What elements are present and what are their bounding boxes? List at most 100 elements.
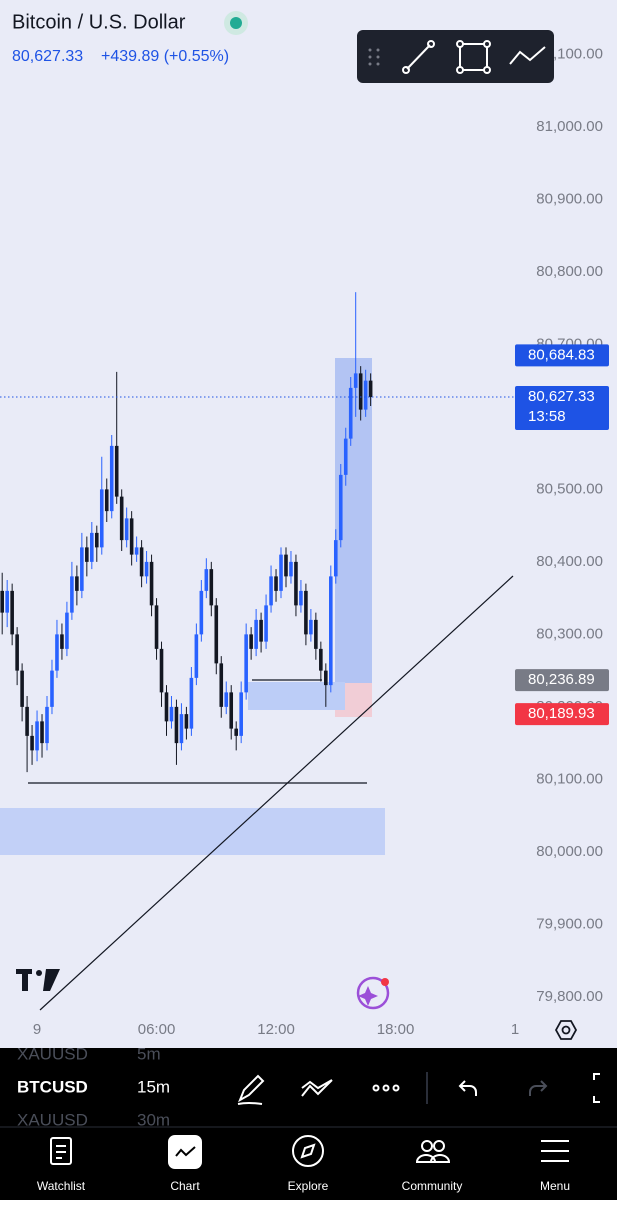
candle-body [338, 474, 343, 541]
candle-body [104, 489, 109, 512]
drag-handle [368, 48, 380, 66]
candle-body [264, 605, 268, 642]
candle-body [60, 634, 64, 649]
candle-body [40, 721, 44, 744]
drawing-toolbar [357, 30, 554, 83]
candle-body [99, 489, 104, 548]
candle-body [184, 714, 189, 729]
x-tick-label: 06:00 [138, 1021, 176, 1038]
candle-body [0, 590, 4, 613]
price-label: 80,236.89 [528, 671, 595, 688]
price-label-bg [515, 344, 609, 367]
explore-icon[interactable] [292, 1135, 324, 1167]
chart-actions [237, 1072, 600, 1105]
candle-body [139, 547, 144, 577]
y-tick-label: 80,400.00 [536, 553, 603, 570]
candle-body [45, 706, 49, 744]
nav-label[interactable]: Menu [540, 1179, 570, 1193]
bottom-panel [0, 1048, 617, 1200]
settings-button[interactable] [554, 1020, 578, 1040]
zone [248, 682, 345, 710]
watchlist-icon[interactable] [50, 1137, 72, 1165]
y-tick-label: 80,100.00 [536, 770, 603, 787]
nav-label[interactable]: Explore [288, 1179, 329, 1193]
candle-body [329, 576, 333, 686]
candle-body [50, 670, 54, 707]
status-dot [230, 17, 242, 29]
draw-button[interactable] [237, 1074, 265, 1105]
y-tick-label: 80,500.00 [536, 480, 603, 497]
candle-body [129, 518, 134, 555]
trend-line [39, 575, 514, 1011]
candle-body [219, 663, 224, 707]
candle-body [109, 445, 114, 512]
trend-line-tool[interactable] [402, 40, 435, 74]
assistant-button[interactable] [356, 976, 390, 1010]
candle-body [80, 547, 84, 591]
candle-body [224, 692, 229, 707]
candle-body [35, 721, 39, 751]
symbol-name[interactable]: XAUUSD [17, 1044, 88, 1063]
community-icon[interactable] [415, 1140, 451, 1163]
candle-body [214, 605, 219, 664]
menu-icon[interactable] [541, 1140, 569, 1162]
nav-icons [50, 1135, 569, 1169]
nav-label[interactable]: Watchlist [37, 1179, 86, 1193]
symbol-name[interactable]: XAUUSD [17, 1110, 88, 1129]
candle-body [309, 619, 313, 635]
y-tick-label: 80,800.00 [536, 263, 603, 280]
candle-body [114, 445, 119, 497]
rectangle-tool[interactable] [456, 40, 491, 74]
y-tick-label: 80,300.00 [536, 625, 603, 642]
candle-body [314, 619, 318, 649]
price-label-bg [515, 386, 609, 431]
symbol-interval[interactable]: 5m [137, 1044, 161, 1063]
candle-body [169, 706, 174, 722]
nav-label[interactable]: Chart [170, 1179, 200, 1193]
candle-body [279, 554, 283, 591]
redo-button[interactable] [529, 1080, 548, 1096]
candle-body [20, 670, 24, 707]
indicators-button[interactable] [301, 1079, 333, 1097]
path-tool[interactable] [509, 46, 546, 65]
candle-body [249, 634, 253, 649]
undo-button[interactable] [458, 1080, 477, 1096]
price-label-bg [515, 669, 609, 692]
more-button[interactable] [372, 1084, 400, 1092]
candle-body [124, 518, 129, 541]
chart-background [0, 0, 617, 1048]
chart-icon[interactable] [168, 1135, 202, 1169]
candle-body [189, 677, 194, 729]
candle-body [94, 532, 99, 548]
candle-body [254, 619, 258, 649]
x-tick-label: 12:00 [257, 1021, 295, 1038]
candle-body [348, 387, 353, 439]
fullscreen-button[interactable] [593, 1073, 600, 1103]
candle-body [174, 706, 179, 744]
symbol-interval[interactable]: 15m [137, 1077, 170, 1096]
symbol-name[interactable]: BTCUSD [17, 1077, 88, 1096]
y-tick-label: 79,900.00 [536, 915, 603, 932]
candle-body [55, 634, 59, 671]
candle-body [269, 576, 273, 606]
candle-body [363, 380, 368, 410]
candle-body [10, 590, 14, 635]
price-label: 80,627.33 [528, 388, 595, 405]
candle-body [284, 554, 288, 577]
nav-label[interactable]: Community [402, 1179, 463, 1193]
x-tick-label: 9 [33, 1021, 41, 1038]
candle-body [144, 561, 149, 577]
candle-body [368, 380, 373, 398]
price-label: 80,189.93 [528, 705, 595, 722]
candle-body [343, 438, 348, 475]
candle-body [194, 634, 199, 678]
candle-body [119, 496, 124, 541]
candle-body [75, 576, 79, 591]
candle-body [30, 735, 34, 751]
symbol-list: XAUUSD 5m BTCUSD 15m XAUUSD 30m [17, 1044, 170, 1129]
countdown: 13:58 [528, 408, 566, 425]
y-tick-label: 80,000.00 [536, 843, 603, 860]
symbol-interval[interactable]: 30m [137, 1110, 170, 1129]
candle-body [234, 728, 239, 736]
candle-body [319, 648, 323, 671]
